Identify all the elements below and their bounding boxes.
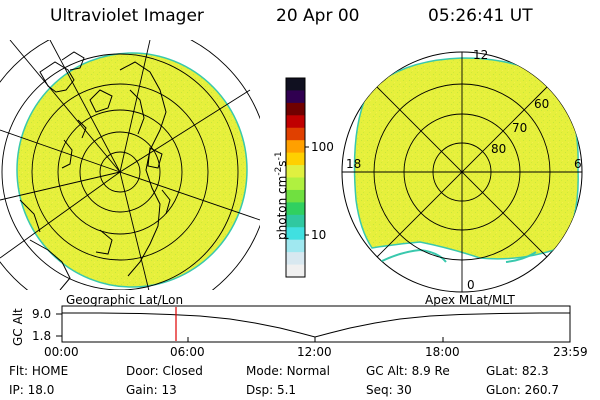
altitude-plot bbox=[56, 305, 571, 343]
left-panel-caption: Geographic Lat/Lon bbox=[66, 293, 184, 307]
mlt-label-0: 0 bbox=[467, 278, 475, 292]
altitude-plot-frame bbox=[61, 305, 571, 343]
x-tick-label-0600: 06:00 bbox=[170, 345, 205, 359]
date-label: 20 Apr 00 bbox=[276, 6, 360, 26]
mlt-label-18: 18 bbox=[346, 157, 362, 171]
colorbar-units-mid: s bbox=[275, 160, 289, 167]
x-tick-label-0000: 00:00 bbox=[44, 345, 79, 359]
colorbar-band bbox=[286, 177, 305, 191]
colorbar-band bbox=[286, 264, 305, 278]
status-flt: Flt: HOME bbox=[9, 365, 68, 377]
geographic-grid bbox=[0, 40, 260, 290]
status-dsp-value: 5.1 bbox=[276, 383, 297, 397]
colorbar-frame bbox=[285, 77, 306, 278]
colorbar-band bbox=[286, 140, 305, 154]
status-mode: Mode: Normal bbox=[246, 365, 330, 377]
colorbar-band bbox=[286, 102, 305, 116]
status-glat: GLat: 82.3 bbox=[486, 365, 549, 377]
right-panel-caption: Apex MLat/MLT bbox=[425, 293, 515, 307]
magnetic-image bbox=[341, 51, 583, 293]
status-ip-key: IP: bbox=[9, 383, 24, 397]
status-seq-key: Seq: bbox=[366, 383, 393, 397]
status-seq-value: 30 bbox=[396, 383, 412, 397]
colorbar-band bbox=[286, 252, 305, 266]
time-label: 05:26:41 UT bbox=[428, 6, 533, 26]
status-gcalt-value: 8.9 Re bbox=[411, 364, 450, 378]
colorbar bbox=[285, 77, 309, 278]
polar-grid bbox=[342, 52, 582, 292]
colorbar-band bbox=[286, 239, 305, 253]
uv-emission-disk-left bbox=[16, 52, 248, 288]
status-glat-value: 82.3 bbox=[521, 364, 549, 378]
status-dsp: Dsp: 5.1 bbox=[246, 384, 296, 396]
y-tick-label-low: 1.8 bbox=[32, 329, 52, 343]
instrument-title: Ultraviolet Imager bbox=[50, 6, 204, 26]
emission-arc-fragment-2 bbox=[505, 251, 537, 263]
altitude-curve bbox=[62, 312, 570, 338]
colorbar-band bbox=[286, 214, 305, 228]
colorbar-band bbox=[286, 202, 305, 216]
colorbar-band bbox=[286, 165, 305, 179]
x-tick-label-2359: 23:59 bbox=[553, 345, 588, 359]
colorbar-band bbox=[286, 152, 305, 166]
colorbar-band bbox=[286, 227, 305, 241]
colorbar-units-text: photon cm bbox=[275, 175, 289, 240]
colorbar-band bbox=[286, 90, 305, 104]
colorbar-band bbox=[286, 115, 305, 129]
status-gain-key: Gain: bbox=[126, 383, 158, 397]
status-door-value: Closed bbox=[162, 364, 203, 378]
status-ip-value: 18.0 bbox=[27, 383, 55, 397]
mlat-label-70: 70 bbox=[512, 121, 528, 135]
y-tick-label-high: 9.0 bbox=[32, 307, 52, 321]
continent-outlines bbox=[19, 51, 171, 290]
x-tick-label-1200: 12:00 bbox=[297, 345, 332, 359]
colorbar-units-exp2: -1 bbox=[274, 151, 284, 161]
geographic-image bbox=[0, 40, 260, 290]
status-glon-value: 260.7 bbox=[524, 383, 559, 397]
altitude-y-label: GC Alt bbox=[11, 308, 25, 346]
x-ticks bbox=[61, 337, 571, 342]
colorbar-units-exp1: -2 bbox=[274, 166, 284, 176]
status-glon: GLon: 260.7 bbox=[486, 384, 559, 396]
status-seq: Seq: 30 bbox=[366, 384, 412, 396]
colorbar-band bbox=[286, 189, 305, 203]
status-mode-key: Mode: bbox=[246, 364, 283, 378]
status-glon-key: GLon: bbox=[486, 383, 521, 397]
status-gain: Gain: 13 bbox=[126, 384, 177, 396]
mlat-label-60: 60 bbox=[534, 97, 550, 111]
colorbar-units: photon cm-2s-1 bbox=[274, 151, 289, 240]
status-mode-value: Normal bbox=[286, 364, 330, 378]
colorbar-label-10: 10 bbox=[311, 228, 327, 242]
status-flt-value: HOME bbox=[31, 364, 69, 378]
mlt-label-12: 12 bbox=[473, 48, 489, 62]
colorbar-band bbox=[286, 127, 305, 141]
status-door-key: Door: bbox=[126, 364, 159, 378]
status-flt-key: Flt: bbox=[9, 364, 28, 378]
status-ip: IP: 18.0 bbox=[9, 384, 54, 396]
status-gcalt: GC Alt: 8.9 Re bbox=[366, 365, 450, 377]
x-tick-label-1800: 18:00 bbox=[425, 345, 460, 359]
uv-emission-polar bbox=[353, 57, 579, 260]
mlt-label-6: 6 bbox=[574, 157, 582, 171]
mlat-label-80: 80 bbox=[491, 142, 507, 156]
status-gain-value: 13 bbox=[161, 383, 177, 397]
status-gcalt-key: GC Alt: bbox=[366, 364, 408, 378]
status-door: Door: Closed bbox=[126, 365, 203, 377]
status-dsp-key: Dsp: bbox=[246, 383, 274, 397]
status-glat-key: GLat: bbox=[486, 364, 519, 378]
colorbar-band bbox=[286, 78, 305, 92]
colorbar-label-100: 100 bbox=[311, 140, 334, 154]
